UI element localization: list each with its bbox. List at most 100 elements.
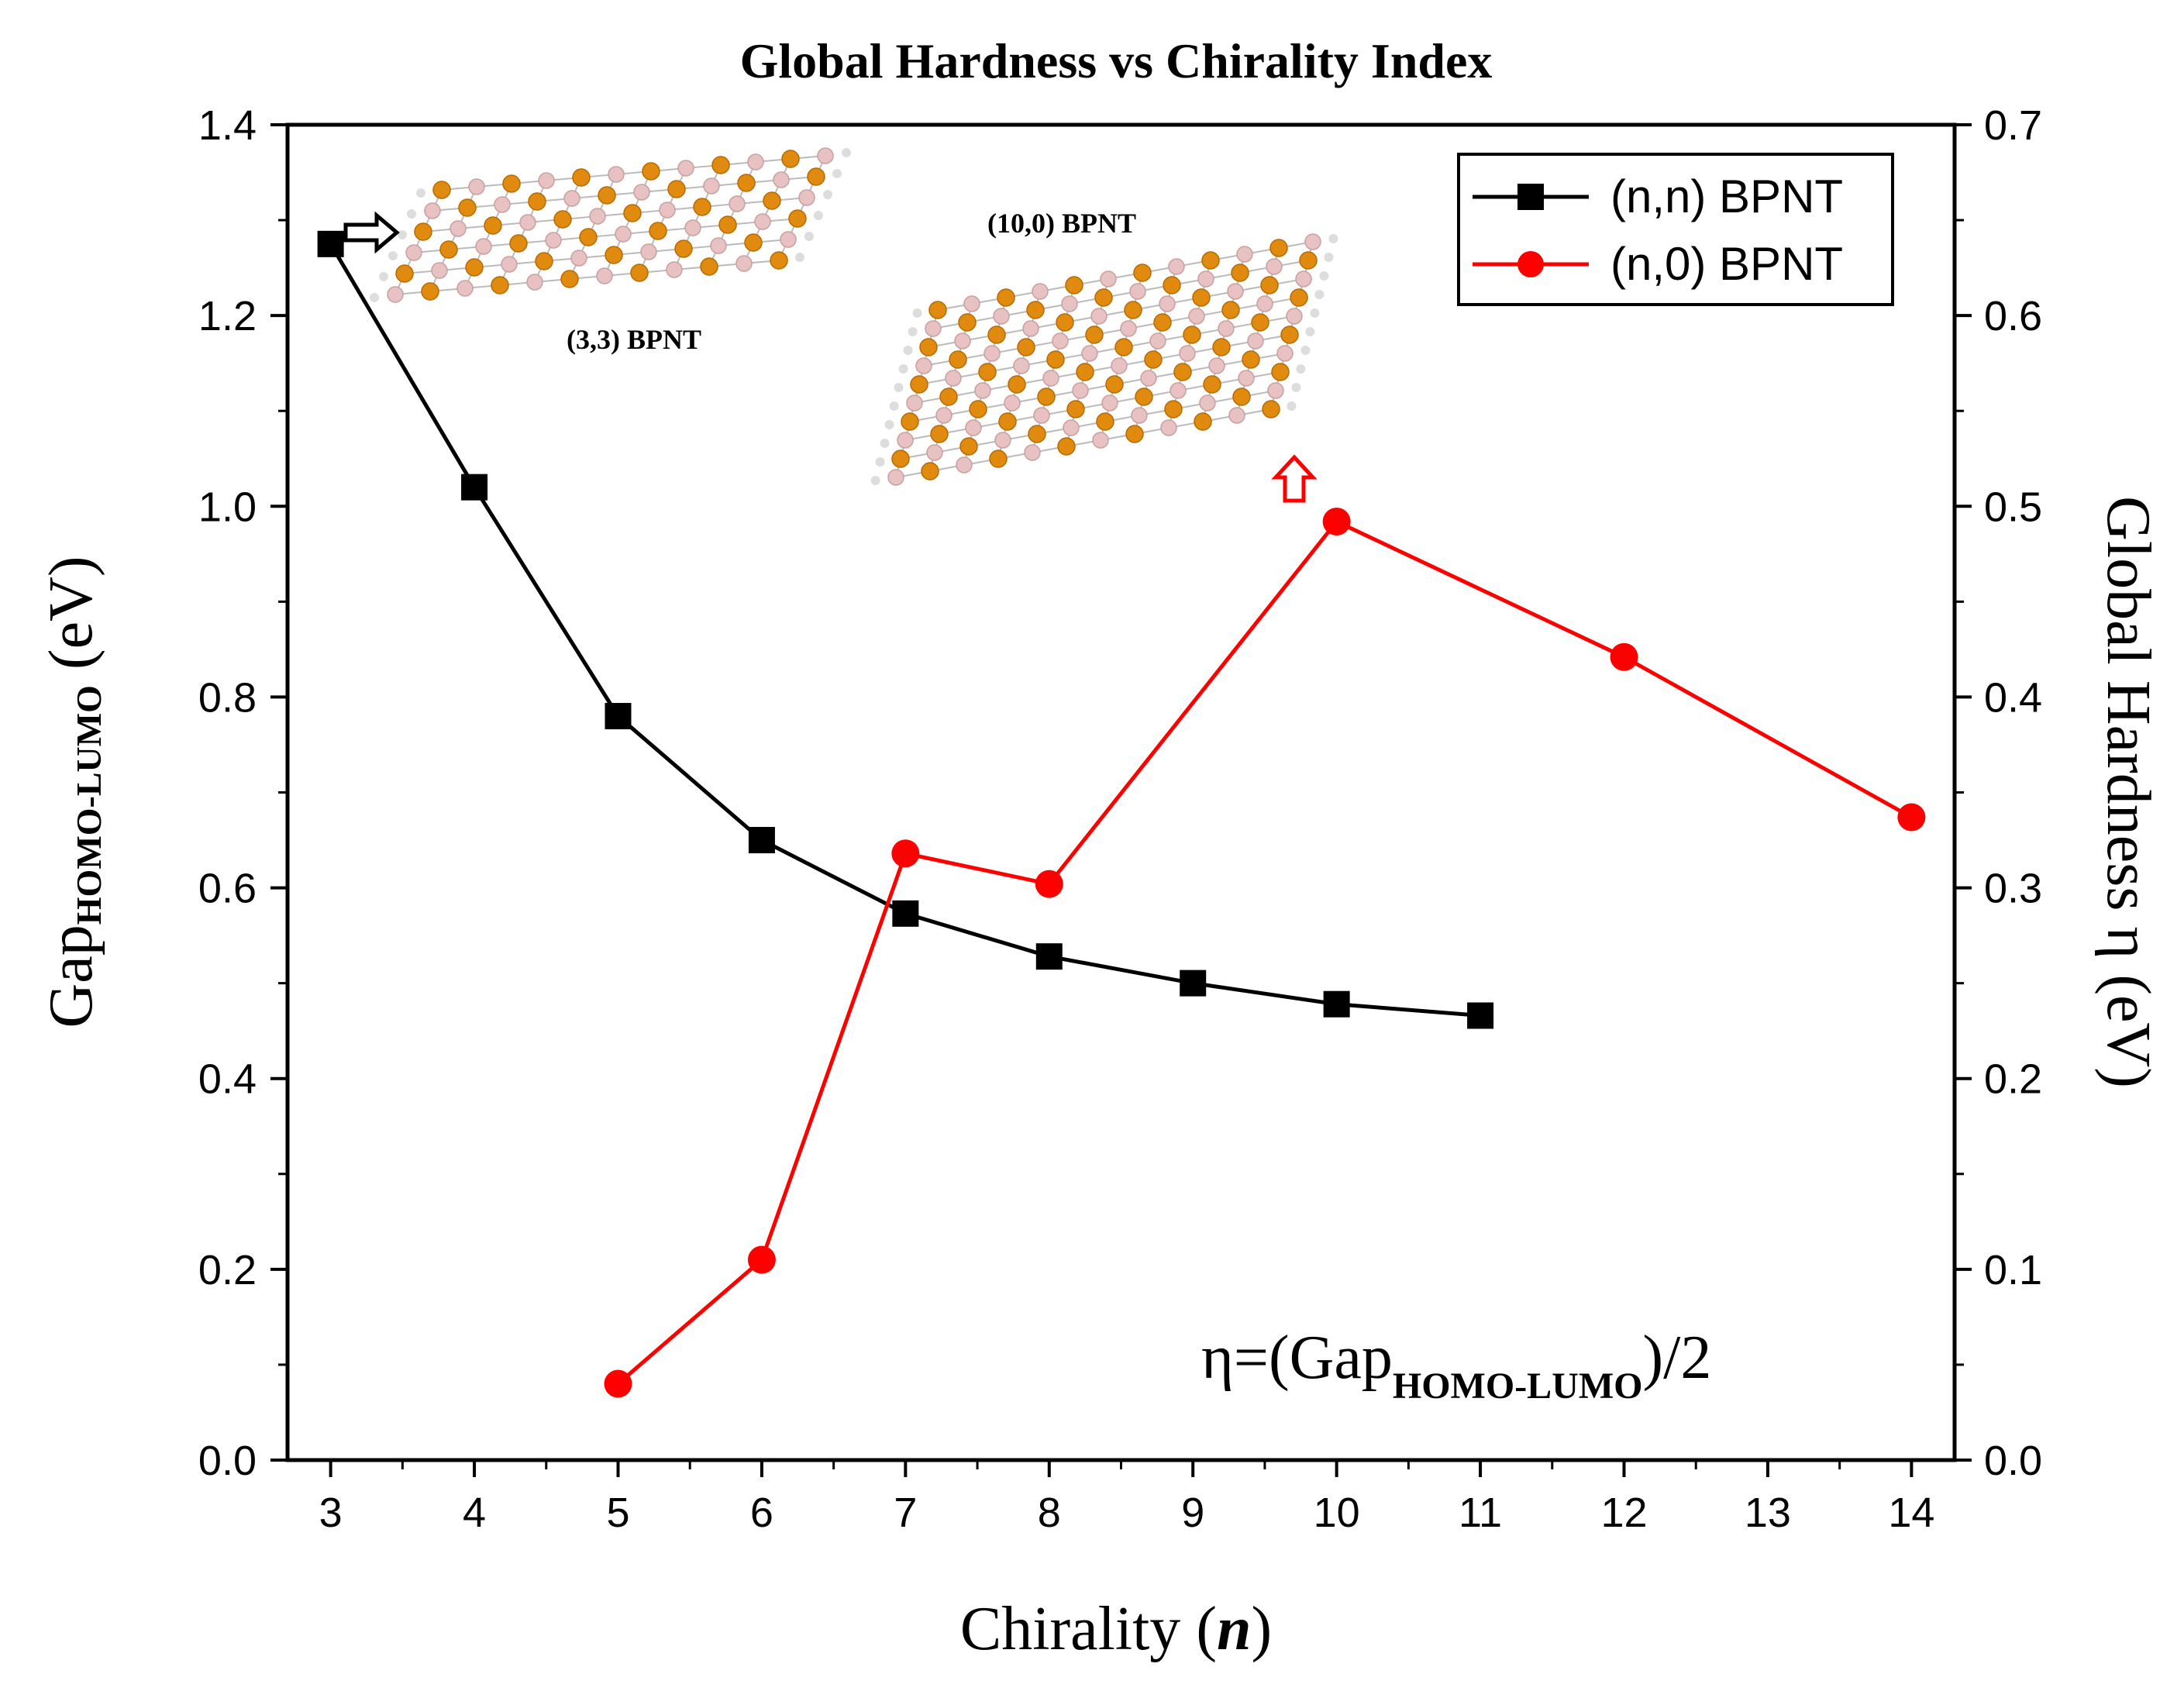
svg-text:GapHOMO-LUMO (eV): GapHOMO-LUMO (eV) <box>37 556 109 1028</box>
phosphorus-atom <box>667 180 686 198</box>
boron-atom <box>1286 308 1303 325</box>
data-point-nn <box>1467 1002 1494 1029</box>
y-right-tick-label: 0.0 <box>1984 1438 2042 1484</box>
y-axis-right-label: Global Hardness η (eV) <box>2094 496 2162 1088</box>
legend: (n,n) BPNT (n,0) BPNT <box>1457 153 1894 306</box>
boron-atom <box>424 202 441 219</box>
boron-atom <box>1072 382 1089 399</box>
boron-atom <box>1256 295 1273 312</box>
data-point-nn <box>1323 990 1350 1018</box>
phosphorus-atom <box>1290 288 1308 307</box>
boron-atom <box>570 250 587 267</box>
chart-title: Global Hardness vs Chirality Index <box>740 33 1493 88</box>
boron-atom <box>1061 295 1078 312</box>
y-left-tick-label: 1.2 <box>198 293 257 339</box>
boron-atom <box>897 432 914 449</box>
boron-atom <box>780 231 797 248</box>
boron-atom <box>659 201 676 219</box>
boron-atom <box>1179 345 1196 362</box>
phosphorus-atom <box>1008 375 1026 394</box>
hydrogen-atom <box>1287 401 1297 411</box>
hydrogen-atom <box>407 209 416 219</box>
x-axis: 3 4 5 6 7 8 9 10 11 12 13 14 <box>319 1460 1934 1536</box>
legend-label-nn: (n,n) BPNT <box>1610 170 1843 222</box>
phosphorus-atom <box>560 270 579 288</box>
phosphorus-atom <box>1056 313 1074 332</box>
hydrogen-atom <box>804 232 814 241</box>
boron-atom <box>1295 270 1312 288</box>
x-tick-label: 5 <box>606 1490 629 1536</box>
y-left-tick-label: 0.8 <box>198 674 257 721</box>
phosphorus-atom <box>553 210 572 229</box>
boron-atom <box>1199 394 1216 412</box>
boron-atom <box>615 226 632 243</box>
phosphorus-atom <box>484 216 502 235</box>
boron-atom <box>1032 283 1049 300</box>
boron-atom <box>1267 382 1284 399</box>
arrow-up-icon <box>1271 454 1318 503</box>
x-axis-label: Chirality (n) <box>960 1595 1272 1663</box>
phosphorus-atom <box>623 204 642 222</box>
x-tick-label: 7 <box>894 1490 917 1536</box>
phosphorus-atom <box>1153 313 1172 332</box>
boron-atom <box>993 308 1010 325</box>
boron-atom <box>926 444 943 461</box>
boron-atom <box>1228 407 1245 424</box>
boron-atom <box>1197 270 1214 288</box>
boron-atom <box>798 189 815 206</box>
phosphorus-atom <box>987 325 1006 344</box>
boron-atom <box>974 382 991 399</box>
boron-atom <box>945 370 962 387</box>
boron-atom <box>925 320 942 337</box>
boron-atom <box>954 332 971 350</box>
boron-atom <box>965 419 982 436</box>
legend-label-n0: (n,0) BPNT <box>1610 238 1843 290</box>
boron-atom <box>754 213 771 230</box>
data-point-nn <box>748 827 775 854</box>
phosphorus-atom <box>598 186 616 205</box>
phosphorus-atom <box>1094 288 1113 307</box>
y-right-tick-label: 0.1 <box>1984 1247 2042 1293</box>
boron-atom <box>729 195 746 212</box>
boron-atom <box>494 196 511 213</box>
boron-atom <box>684 219 701 236</box>
phosphorus-atom <box>1076 363 1094 381</box>
hydrogen-atom <box>908 327 918 336</box>
boron-atom <box>1170 382 1187 399</box>
boron-atom <box>1236 246 1253 263</box>
boron-atom <box>475 238 492 255</box>
hydrogen-atom <box>870 476 880 485</box>
phosphorus-atom <box>928 301 947 319</box>
y-left-tick-label: 0.2 <box>198 1247 257 1293</box>
boron-atom <box>963 295 980 312</box>
phosphorus-atom <box>1269 239 1288 257</box>
boron-atom <box>735 255 753 272</box>
boron-atom <box>405 244 422 261</box>
phosphorus-atom <box>998 412 1017 431</box>
series-layer <box>317 230 1926 1398</box>
phosphorus-atom <box>1065 276 1083 294</box>
boron-atom <box>1090 308 1108 325</box>
legend-marker-nn <box>1517 184 1544 210</box>
y-left-tick-label: 0.6 <box>198 866 257 912</box>
boron-atom <box>1140 370 1157 387</box>
boron-atom <box>538 172 555 189</box>
y-left-tick-label: 1.0 <box>198 484 257 530</box>
molecule-3-3-image <box>370 147 851 303</box>
phosphorus-atom <box>737 174 756 192</box>
phosphorus-atom <box>1105 375 1124 394</box>
phosphorus-atom <box>969 400 987 418</box>
boron-atom <box>501 256 518 273</box>
phosphorus-atom <box>919 338 938 356</box>
y-right-tick-label: 0.5 <box>1984 484 2042 530</box>
y-axis-left: 0.0 0.2 0.4 0.6 0.8 1.0 1.2 1.4 <box>198 102 288 1484</box>
series-line-0 <box>329 243 1481 1018</box>
phosphorus-atom <box>1194 412 1212 431</box>
phosphorus-atom <box>1144 350 1163 369</box>
data-point-n0 <box>1035 870 1063 898</box>
phosphorus-atom <box>1163 276 1181 294</box>
data-point-n0 <box>604 1369 632 1398</box>
boron-atom <box>1131 407 1148 424</box>
phosphorus-atom <box>1057 437 1076 456</box>
series-line-1 <box>616 518 1913 1386</box>
